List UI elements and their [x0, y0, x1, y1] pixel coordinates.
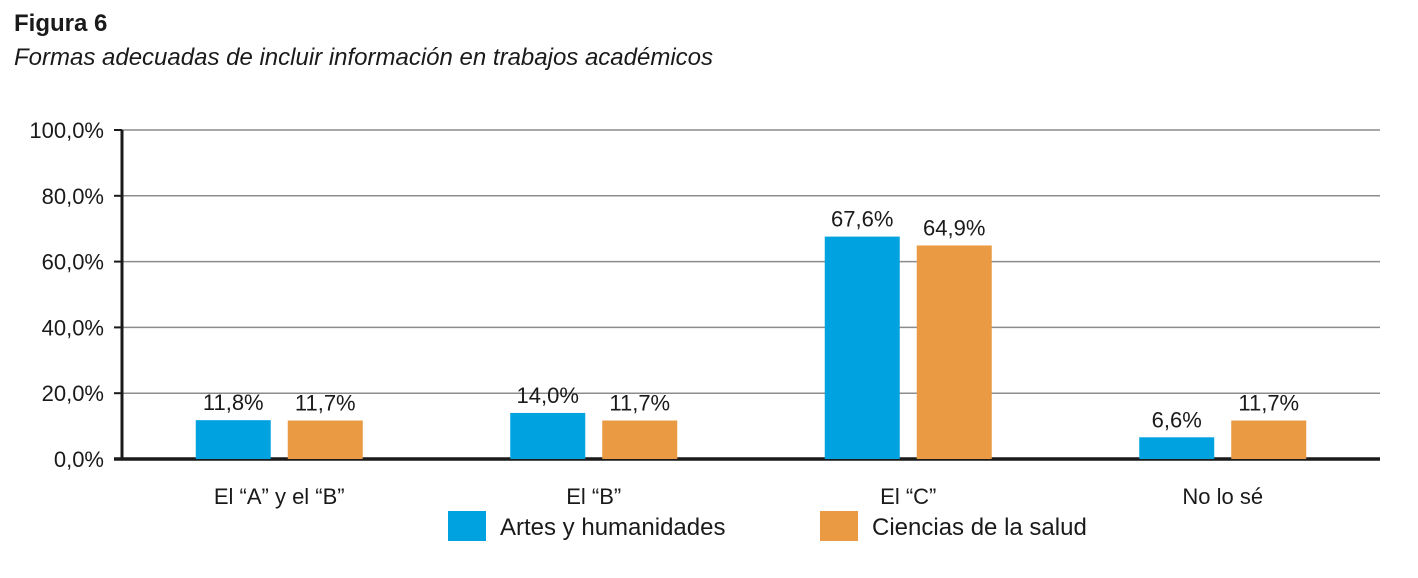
- category-label: No lo sé: [1182, 484, 1263, 509]
- data-label: 67,6%: [831, 207, 893, 232]
- y-tick-label: 0,0%: [54, 447, 104, 472]
- figure-title: Formas adecuadas de incluir información …: [14, 44, 714, 71]
- bar: [602, 420, 678, 459]
- bar: [1231, 420, 1307, 459]
- legend-swatch: [448, 511, 486, 541]
- category-label: El “C”: [880, 484, 936, 509]
- data-label: 14,0%: [517, 383, 579, 408]
- data-label: 11,7%: [1238, 391, 1299, 416]
- bar: [195, 420, 271, 459]
- figure-label: Figura 6: [14, 10, 108, 37]
- y-tick-label: 100,0%: [29, 118, 104, 143]
- category-label: El “B”: [566, 484, 621, 509]
- category-label: El “A” y el “B”: [214, 484, 345, 509]
- data-label: 64,9%: [923, 215, 985, 240]
- y-tick-label: 40,0%: [42, 315, 104, 340]
- bar: [824, 236, 900, 459]
- legend-swatch: [820, 511, 858, 541]
- data-label: 11,7%: [295, 391, 356, 416]
- data-label: 6,6%: [1152, 407, 1202, 432]
- bar: [1139, 437, 1215, 459]
- bar: [510, 412, 586, 459]
- data-label: 11,7%: [609, 391, 670, 416]
- y-tick-label: 80,0%: [42, 184, 104, 209]
- legend-label: Artes y humanidades: [500, 514, 725, 541]
- y-tick-label: 20,0%: [42, 381, 104, 406]
- y-tick-label: 60,0%: [42, 250, 104, 275]
- bar: [287, 420, 363, 459]
- data-label: 11,8%: [203, 390, 264, 415]
- legend-label: Ciencias de la salud: [872, 514, 1087, 541]
- bar: [916, 245, 992, 459]
